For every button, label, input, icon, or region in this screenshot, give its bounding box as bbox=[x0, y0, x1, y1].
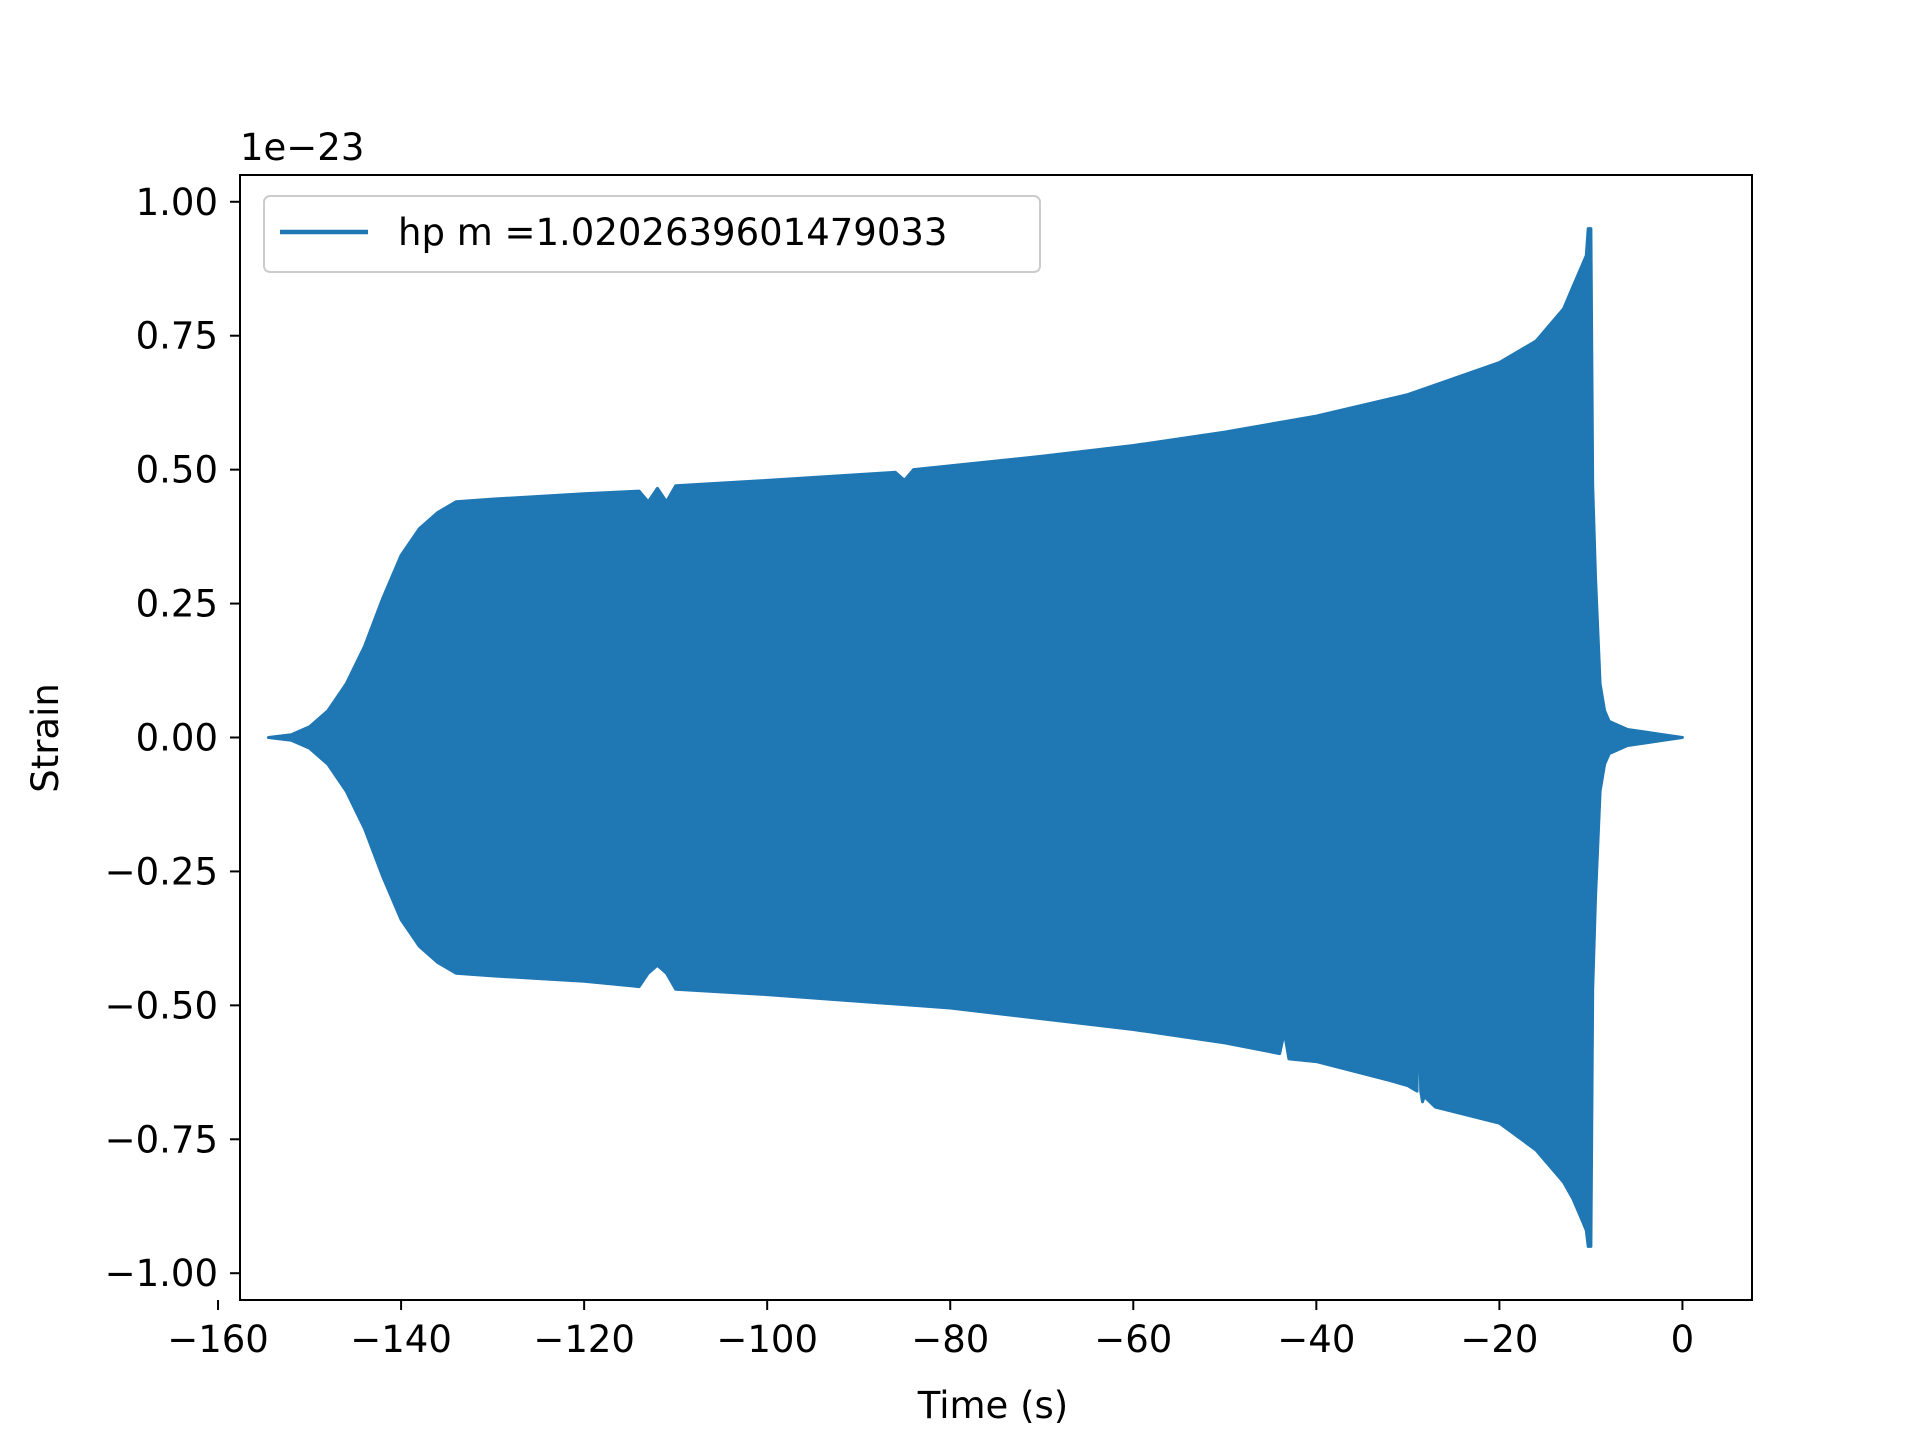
y-tick-label: 1.00 bbox=[136, 181, 218, 224]
x-axis-ticks: −160 −140 −120 −100 −80 −60 −40 −20 0 bbox=[167, 1300, 1694, 1361]
legend-entry-label: hp m =1.0202639601479033 bbox=[398, 211, 947, 254]
x-tick-label: −140 bbox=[350, 1318, 452, 1361]
y-tick-label: 0.75 bbox=[136, 315, 218, 358]
y-tick-label: −0.50 bbox=[105, 984, 218, 1027]
x-tick-label: −40 bbox=[1277, 1318, 1355, 1361]
y-axis-offset-label: 1e−23 bbox=[240, 126, 364, 169]
series-hp-waveform bbox=[266, 227, 1684, 1248]
y-axis-label: Strain bbox=[24, 683, 67, 793]
x-axis-label: Time (s) bbox=[917, 1384, 1068, 1427]
y-axis-ticks: 1.00 0.75 0.50 0.25 0.00 −0.25 −0.50 −0.75 −1.00 bbox=[105, 181, 240, 1295]
y-tick-label: 0.50 bbox=[136, 449, 218, 492]
x-tick-label: −120 bbox=[533, 1318, 635, 1361]
plot-area bbox=[266, 227, 1684, 1248]
legend: hp m =1.0202639601479033 bbox=[263, 195, 1041, 273]
x-tick-label: −60 bbox=[1094, 1318, 1172, 1361]
y-tick-label: 0.25 bbox=[136, 583, 218, 626]
legend-box bbox=[263, 195, 1041, 273]
x-tick-label: −20 bbox=[1460, 1318, 1538, 1361]
y-tick-label: 0.00 bbox=[136, 717, 218, 760]
x-tick-label: 0 bbox=[1671, 1318, 1695, 1361]
x-tick-label: −80 bbox=[911, 1318, 989, 1361]
y-tick-label: −1.00 bbox=[105, 1252, 218, 1295]
x-tick-label: −160 bbox=[167, 1318, 269, 1361]
x-tick-label: −100 bbox=[716, 1318, 818, 1361]
y-tick-label: −0.75 bbox=[105, 1118, 218, 1161]
y-tick-label: −0.25 bbox=[105, 850, 218, 893]
